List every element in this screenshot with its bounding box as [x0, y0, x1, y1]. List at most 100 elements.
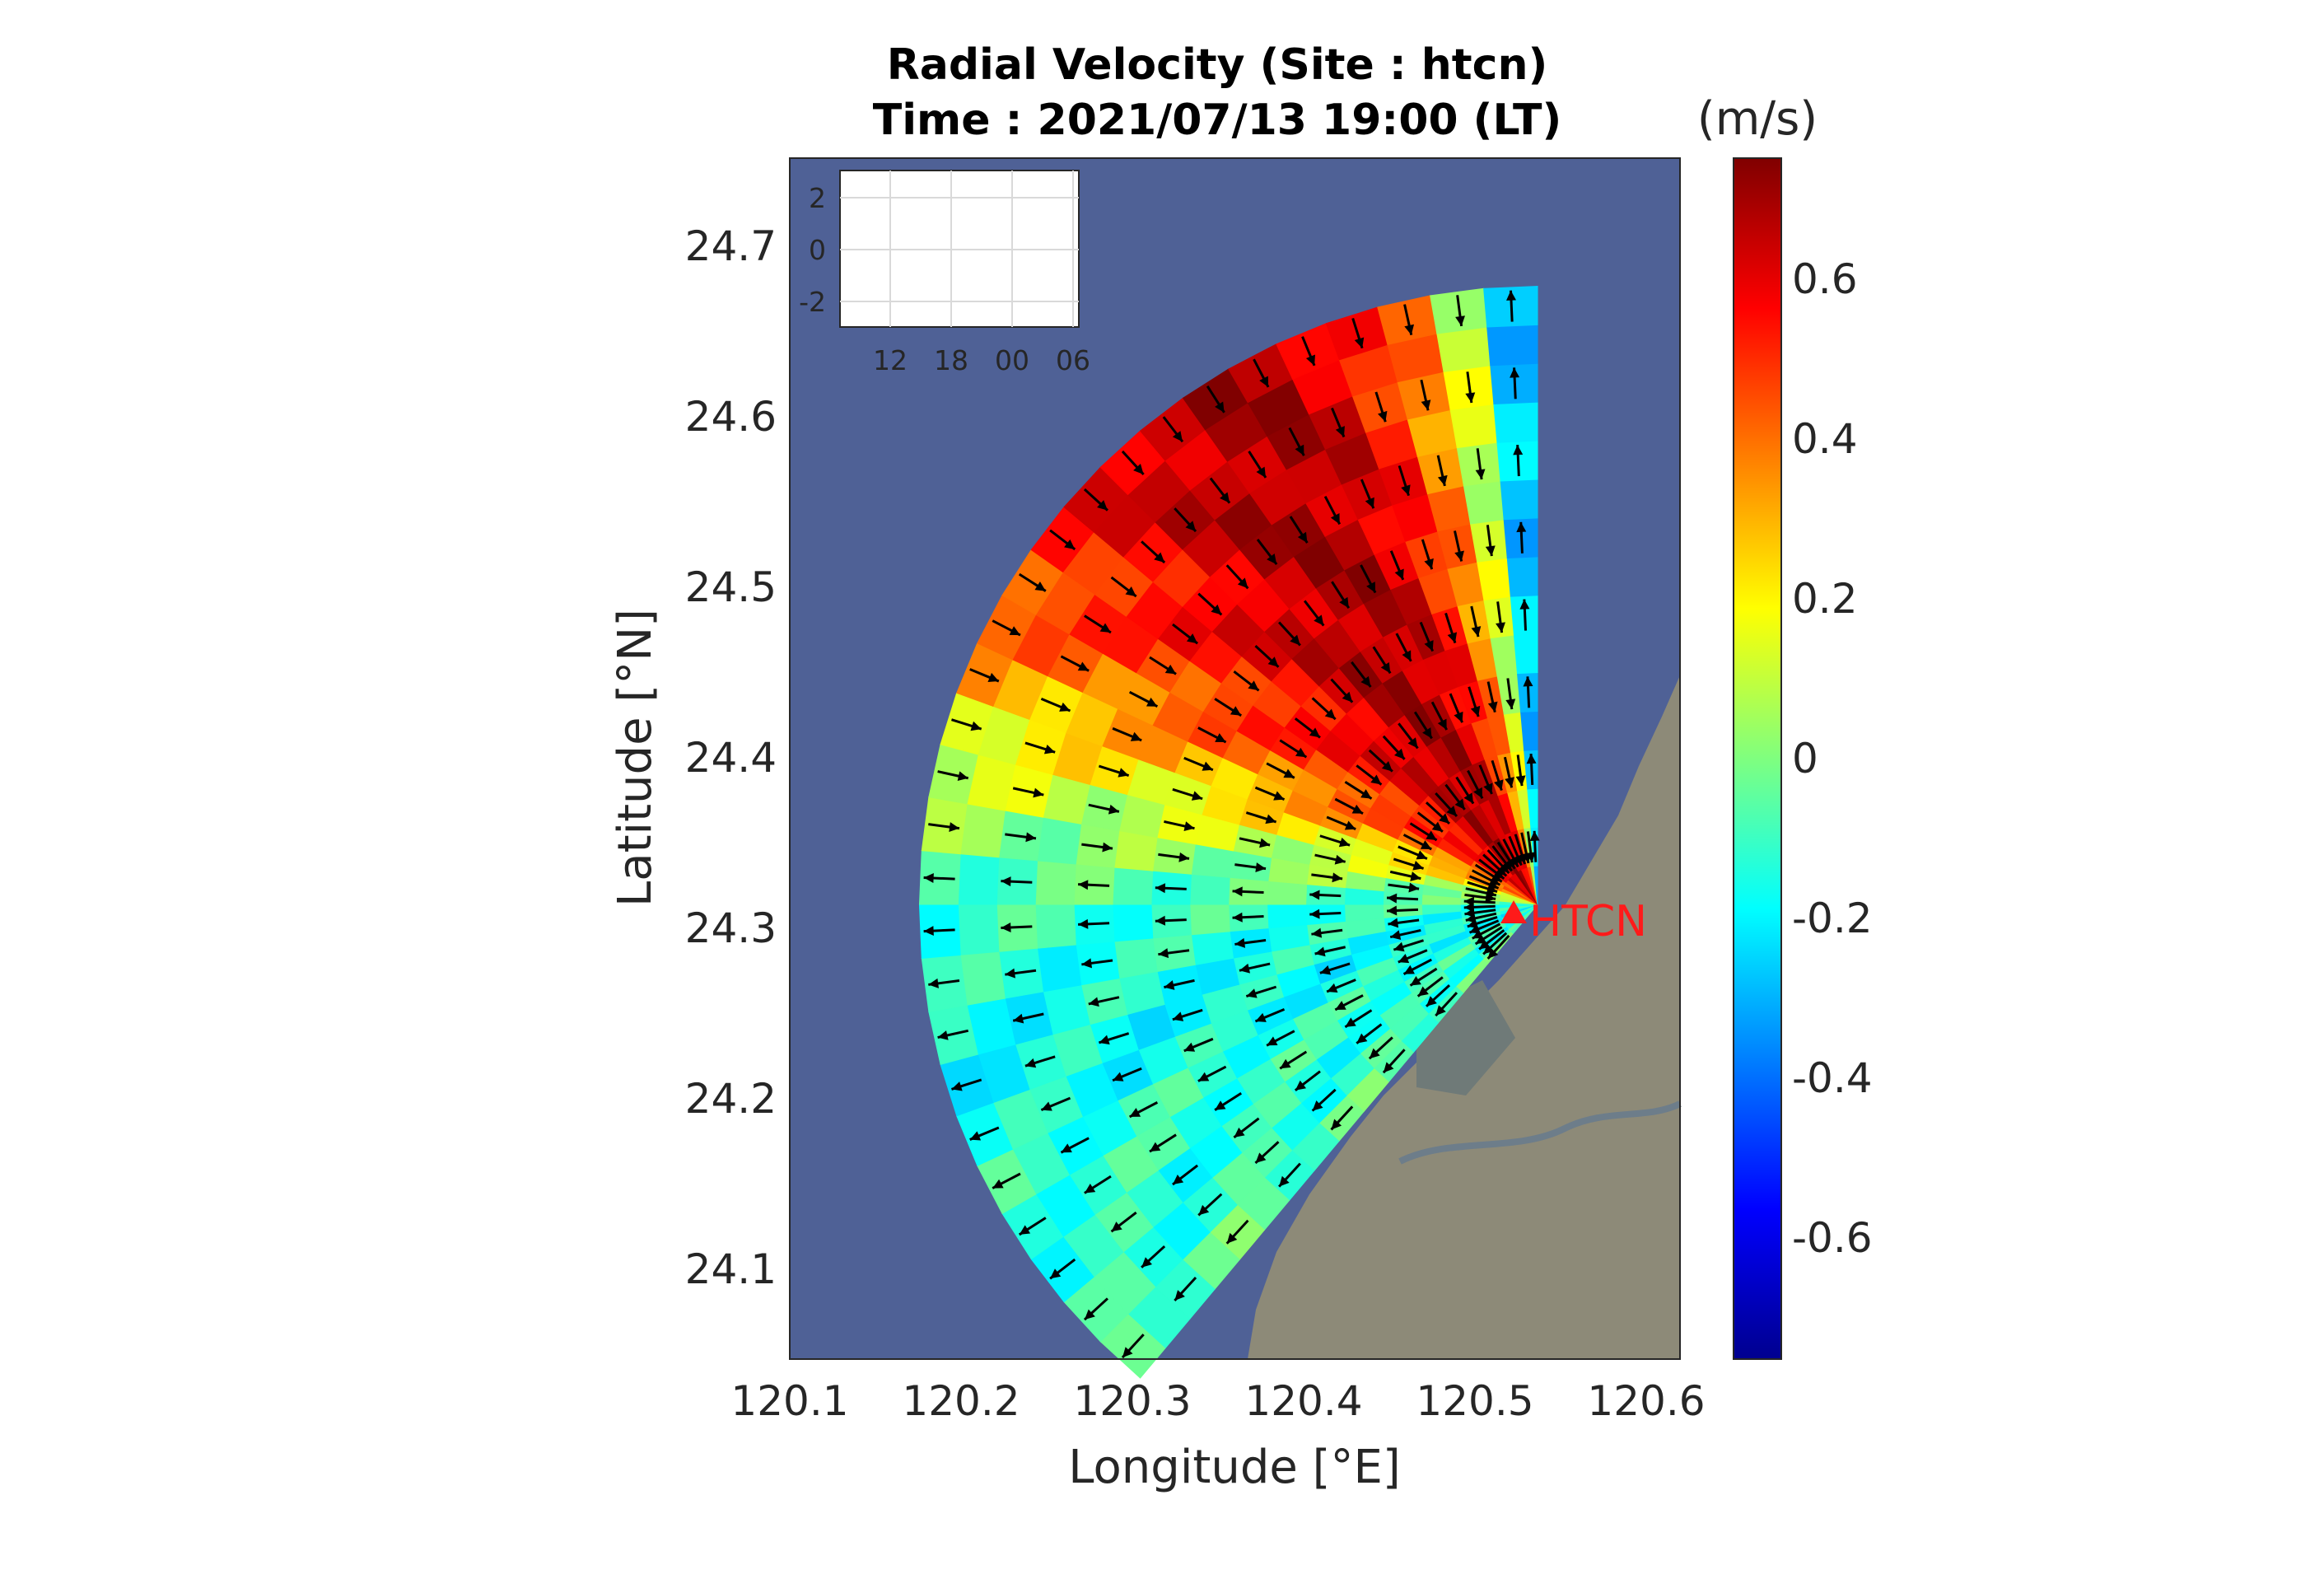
- velocity-arrow: [1455, 295, 1465, 327]
- velocity-cell: [1267, 880, 1308, 905]
- velocity-arrow: [1141, 1245, 1166, 1268]
- velocity-arrow: [1197, 1065, 1227, 1082]
- velocity-arrow: [1098, 1032, 1130, 1045]
- y-tick-label: 24.6: [685, 393, 777, 441]
- velocity-arrow: [1491, 759, 1504, 792]
- colorbar-tick-label: 0.6: [1792, 255, 1858, 303]
- velocity-arrow: [1309, 909, 1342, 919]
- velocity-arrow: [1232, 886, 1264, 897]
- velocity-arrow: [1351, 661, 1372, 688]
- x-tick-label: 120.2: [902, 1377, 1020, 1425]
- velocity-arrow: [1149, 656, 1177, 675]
- velocity-arrow: [1389, 870, 1421, 881]
- velocity-arrow: [1360, 479, 1375, 509]
- velocity-arrow: [1183, 756, 1214, 772]
- velocity-arrow: [950, 1078, 982, 1091]
- velocity-arrow: [1382, 1049, 1406, 1074]
- velocity-arrow: [1468, 686, 1481, 717]
- velocity-arrow: [1256, 539, 1278, 566]
- velocity-arrow: [1301, 336, 1316, 367]
- velocity-arrow: [1314, 946, 1346, 957]
- inset-y-tick-label: 2: [809, 182, 826, 214]
- velocity-arrow: [1162, 416, 1184, 443]
- velocity-arrow: [1389, 550, 1405, 581]
- velocity-cell: [1449, 403, 1498, 449]
- velocity-arrow: [1294, 717, 1321, 739]
- y-tick-label: 24.1: [685, 1245, 777, 1293]
- velocity-arrow: [1389, 929, 1421, 940]
- velocity-arrow: [1001, 922, 1033, 932]
- velocity-arrow: [1430, 701, 1449, 731]
- velocity-arrow: [1172, 787, 1203, 801]
- velocity-arrow: [1314, 853, 1346, 865]
- velocity-cell: [1500, 479, 1538, 521]
- velocity-arrow: [1505, 678, 1516, 710]
- velocity-arrow: [1496, 601, 1505, 633]
- velocity-arrow: [1311, 697, 1337, 721]
- velocity-arrow: [1419, 621, 1435, 652]
- velocity-arrow: [1454, 530, 1464, 562]
- velocity-arrow: [1049, 529, 1076, 551]
- velocity-cell: [1506, 556, 1538, 597]
- velocity-arrow: [1398, 845, 1428, 860]
- x-axis-ticks: 120.1 120.2 120.3 120.4 120.5 120.6: [730, 1377, 1705, 1425]
- velocity-arrow: [1449, 693, 1463, 723]
- inset-x-tick-label: 12: [873, 344, 908, 376]
- x-tick-label: 120.4: [1244, 1377, 1362, 1425]
- velocity-arrow: [1098, 764, 1130, 778]
- velocity-arrow: [1294, 1070, 1321, 1091]
- velocity-arrow: [1278, 1162, 1301, 1188]
- velocity-arrow: [1398, 949, 1428, 964]
- velocity-cell: [1486, 324, 1538, 367]
- site-marker: [1500, 900, 1527, 923]
- velocity-arrow: [1197, 592, 1223, 616]
- velocity-arrow: [1012, 787, 1044, 798]
- velocity-arrow: [1018, 572, 1047, 592]
- velocity-arrow: [1331, 581, 1351, 610]
- velocity-arrow: [1266, 762, 1295, 779]
- x-tick-label: 120.6: [1587, 1377, 1705, 1425]
- velocity-arrow: [1331, 407, 1346, 438]
- velocity-arrow: [1393, 857, 1425, 871]
- velocity-arrow: [937, 1029, 969, 1040]
- velocity-arrow: [1183, 1037, 1214, 1053]
- velocity-arrow: [1403, 304, 1415, 336]
- velocity-arrow: [1515, 754, 1526, 787]
- velocity-cell: [1493, 401, 1538, 443]
- velocity-arrow: [969, 1126, 1000, 1141]
- velocity-arrow: [937, 770, 969, 782]
- velocity-arrow: [1253, 358, 1270, 388]
- velocity-arrow: [1248, 451, 1267, 479]
- y-tick-label: 24.2: [685, 1075, 777, 1123]
- velocity-arrow: [1309, 890, 1342, 900]
- inset-y-tick-label: 0: [809, 234, 826, 266]
- velocity-cell: [1112, 904, 1154, 942]
- velocity-arrow: [1478, 929, 1505, 951]
- velocity-arrow: [1088, 996, 1120, 1007]
- velocity-arrow: [1513, 445, 1524, 477]
- colorbar-tick-label: -0.2: [1792, 895, 1873, 942]
- inset-x-tick-label: 00: [995, 344, 1029, 376]
- velocity-cell: [1436, 326, 1491, 372]
- velocity-arrow: [1402, 834, 1432, 851]
- velocity-arrow: [1049, 1258, 1076, 1280]
- velocity-arrow: [1110, 576, 1137, 598]
- velocity-arrow: [1398, 465, 1411, 497]
- velocity-arrow: [1435, 792, 1458, 818]
- velocity-arrow: [1386, 893, 1419, 904]
- velocity-arrow: [1444, 783, 1466, 811]
- velocity-arrow: [1040, 698, 1071, 712]
- velocity-arrow: [1425, 801, 1451, 825]
- velocity-arrow: [1254, 645, 1280, 668]
- velocity-arrow: [1018, 1217, 1047, 1236]
- velocity-arrow: [1088, 803, 1120, 815]
- velocity-arrow: [1344, 1009, 1373, 1029]
- velocity-cell: [1343, 904, 1384, 923]
- velocity-arrow: [1311, 927, 1343, 938]
- velocity-arrow: [1506, 290, 1517, 322]
- velocity-arrow: [1360, 564, 1377, 594]
- velocity-arrow: [1356, 764, 1383, 786]
- velocity-cell: [957, 853, 1000, 905]
- velocity-arrow: [1319, 834, 1351, 848]
- velocity-arrow: [1326, 979, 1356, 993]
